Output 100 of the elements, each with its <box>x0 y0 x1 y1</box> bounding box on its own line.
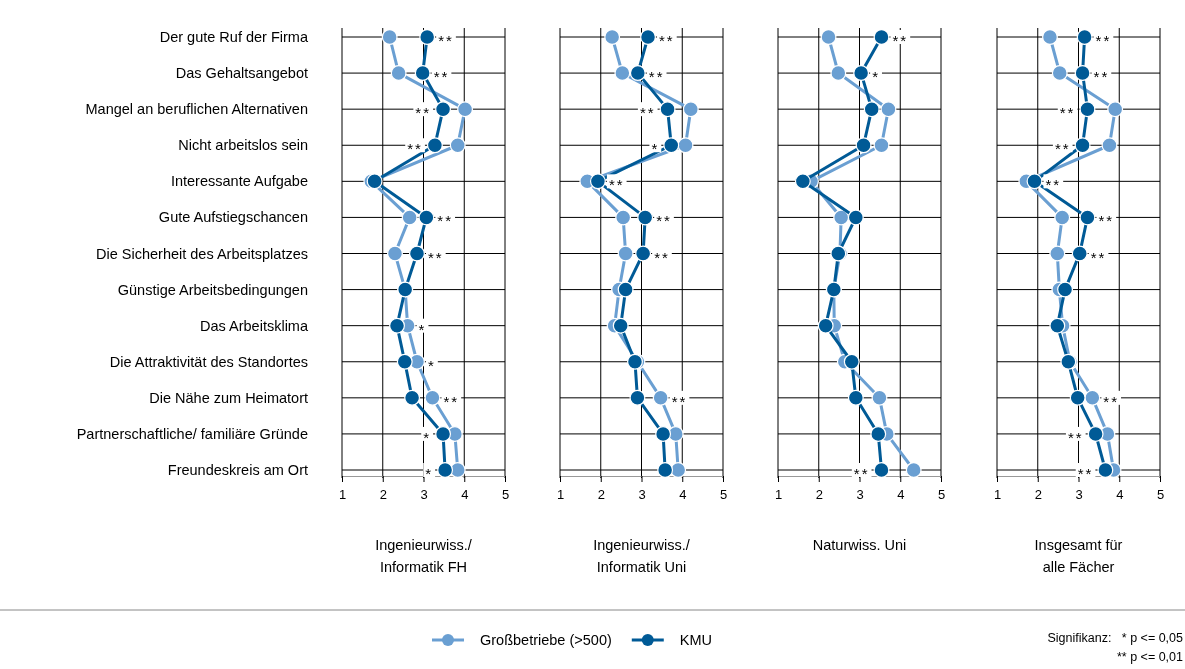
annotation: ** <box>853 465 870 482</box>
point <box>847 209 864 226</box>
annotation: ** <box>659 32 675 49</box>
x-tick-label: 2 <box>1034 487 1042 503</box>
point <box>663 137 680 154</box>
y-tick-label: Nicht arbeitslos sein <box>178 137 308 154</box>
point <box>396 353 413 370</box>
point <box>419 29 436 45</box>
legend-label: Großbetriebe (>500) <box>480 632 612 649</box>
annotation: ** <box>1090 248 1107 266</box>
point <box>387 245 403 262</box>
point <box>1051 65 1068 82</box>
annotation: * <box>427 356 436 374</box>
annotation: ** <box>438 32 454 49</box>
point <box>589 173 606 190</box>
point <box>853 65 870 82</box>
x-axis-title: Ingenieurwiss./ Informatik FH <box>375 537 473 575</box>
annotation: * <box>872 68 880 86</box>
annotation: ** <box>443 392 460 410</box>
y-tick-label: Partnerschaftliche/ familiäre Gründe <box>76 425 308 442</box>
point <box>843 353 860 370</box>
annotation: ** <box>1045 176 1062 194</box>
point <box>873 462 890 478</box>
annotation: ** <box>639 104 656 122</box>
point <box>617 245 634 262</box>
point <box>670 462 687 478</box>
y-tick-label: Gute Aufstiegschancen <box>158 209 308 226</box>
point <box>414 65 431 82</box>
point <box>629 389 646 406</box>
annotation: ** <box>892 32 909 49</box>
y-tick-label: Die Sicherheit des Arbeitsplatzes <box>96 245 308 262</box>
point <box>418 209 435 226</box>
x-tick-label: 2 <box>379 487 387 503</box>
point <box>1026 173 1043 190</box>
y-tick-label: Die Attraktivität des Standortes <box>109 353 308 370</box>
x-tick-label: 1 <box>338 487 347 503</box>
x-tick-label: 3 <box>420 487 428 503</box>
annotation: ** <box>437 212 454 230</box>
annotation: ** <box>415 104 432 122</box>
point <box>847 389 864 406</box>
point <box>871 389 888 406</box>
point <box>604 29 621 45</box>
text: Signifikanz: * p <= 0,05 <box>1047 631 1184 645</box>
annotation: ** <box>1077 465 1094 482</box>
point <box>1079 209 1096 226</box>
x-tick-label: 5 <box>719 487 728 503</box>
point <box>1107 101 1124 118</box>
point <box>1057 281 1074 298</box>
text: ** p <= 0,01 <box>1116 650 1184 664</box>
point <box>659 101 676 118</box>
annotation: ** <box>1095 32 1112 49</box>
point <box>381 29 398 45</box>
point <box>637 209 654 226</box>
point <box>614 65 631 82</box>
point <box>615 209 632 226</box>
x-tick-label: 2 <box>597 487 605 503</box>
annotation: ** <box>608 176 625 194</box>
point <box>873 137 890 154</box>
point <box>905 462 922 478</box>
point <box>426 137 443 154</box>
y-tick-label: Interessante Aufgabe <box>170 173 308 190</box>
y-tick-label: Günstige Arbeitsbedingungen <box>117 281 308 298</box>
y-tick-label: Mangel an beruflichen Alternativen <box>85 101 308 118</box>
annotation: ** <box>671 392 688 410</box>
x-tick-label: 5 <box>501 487 510 503</box>
annotation: ** <box>1054 140 1071 158</box>
x-tick-label: 3 <box>638 487 646 503</box>
point <box>1084 389 1101 406</box>
point <box>870 425 887 442</box>
x-tick-label: 4 <box>679 487 687 503</box>
annotation: ** <box>1059 104 1076 122</box>
point <box>404 389 421 406</box>
point <box>437 462 454 478</box>
point <box>873 29 890 45</box>
point <box>435 425 452 442</box>
point <box>820 29 837 45</box>
point <box>682 101 699 118</box>
annotation: ** <box>407 140 423 158</box>
point <box>655 425 672 442</box>
x-tick-label: 5 <box>1156 487 1165 503</box>
x-tick-label: 4 <box>897 487 905 503</box>
x-tick-label: 4 <box>461 487 469 503</box>
point <box>401 209 418 226</box>
x-axis-title: Ingenieurwiss./ Informatik Uni <box>593 537 691 575</box>
x-tick-label: 1 <box>774 487 783 503</box>
x-axis-title: Insgesamt für alle Fächer <box>1034 537 1123 575</box>
point <box>612 317 629 334</box>
y-tick-label: Das Arbeitsklima <box>200 317 309 334</box>
point <box>435 101 452 118</box>
point <box>1087 425 1104 442</box>
y-tick-label: Das Gehaltsangebot <box>175 65 308 82</box>
point <box>677 137 694 154</box>
point <box>635 245 652 262</box>
point <box>652 389 669 406</box>
point <box>1074 137 1091 154</box>
point <box>657 462 674 478</box>
annotation: ** <box>1098 212 1115 230</box>
x-tick-label: 5 <box>937 487 946 503</box>
y-tick-label: Die Nähe zum Heimatort <box>149 389 308 406</box>
point <box>863 101 880 118</box>
